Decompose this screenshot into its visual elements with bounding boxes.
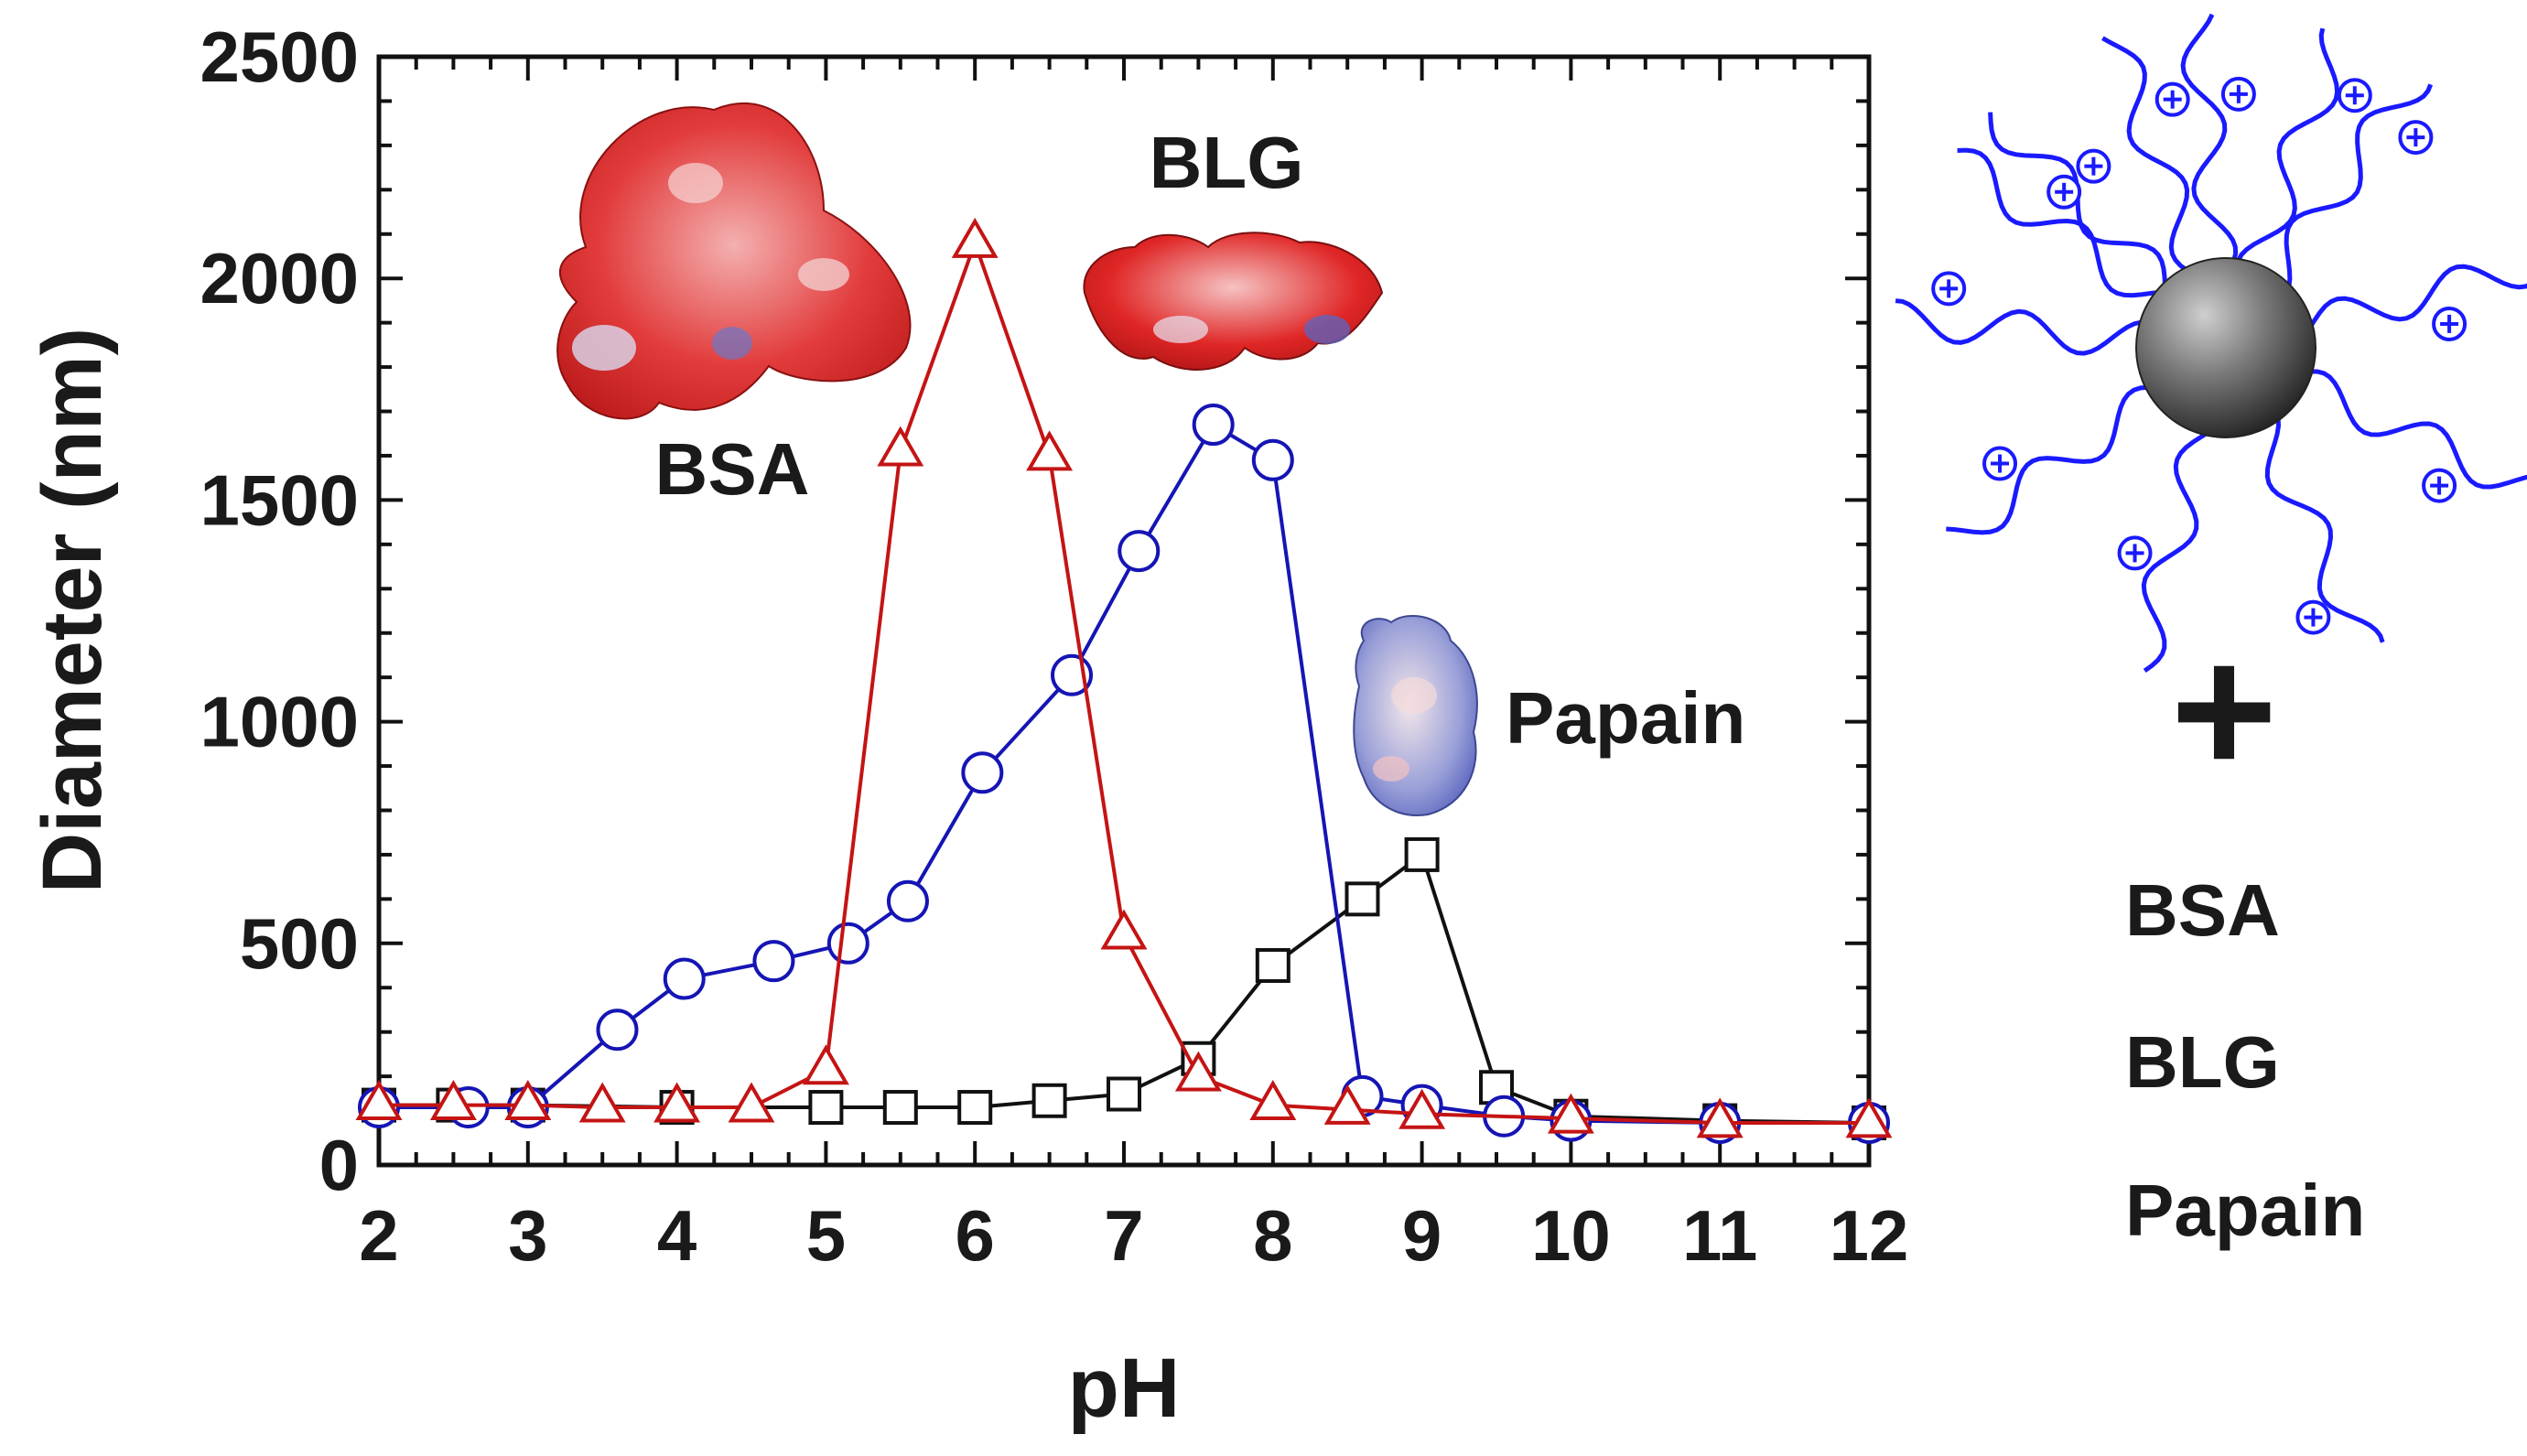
data-point-papain	[957, 1090, 993, 1126]
papain-protein-illustration	[1353, 614, 1478, 816]
y-tick-label: 1500	[200, 459, 359, 540]
data-point-bsa	[1026, 430, 1074, 471]
legend-item-blg: BLG	[2125, 1021, 2280, 1103]
data-point-blg	[1118, 530, 1161, 573]
positive-charge-icon	[2076, 148, 2111, 184]
data-point-bsa	[653, 1082, 701, 1123]
polymer-chain	[1957, 147, 2160, 298]
positive-charge-icon	[2422, 468, 2457, 503]
polymer-chain	[1895, 298, 2143, 356]
positive-charge-icon	[2117, 535, 2153, 571]
positive-charge-icon	[2432, 306, 2468, 341]
x-tick-label: 9	[1402, 1195, 1442, 1276]
y-tick-label: 0	[319, 1125, 359, 1205]
x-tick-label: 6	[956, 1195, 995, 1276]
polymer-chain	[1946, 384, 2149, 535]
legend-item-papain: Papain	[2125, 1170, 2365, 1251]
x-tick-label: 12	[1830, 1195, 1909, 1276]
series-layer	[355, 217, 1893, 1144]
data-point-bsa	[1547, 1093, 1594, 1134]
positive-charge-icon	[2046, 174, 2082, 210]
series-blg	[358, 404, 1890, 1144]
y-tick-label: 2500	[200, 16, 359, 97]
nanoparticle-core	[2135, 257, 2316, 438]
data-point-blg	[752, 940, 795, 983]
data-point-blg	[961, 751, 1004, 794]
data-point-bsa	[1100, 909, 1148, 950]
papain-annotation: Papain	[1506, 677, 1745, 759]
x-tick-label: 3	[508, 1195, 547, 1276]
data-point-papain	[1031, 1083, 1067, 1118]
x-tick-labels: 2 3 4 5 6 7 8 9 10 11 12	[359, 1195, 1908, 1276]
y-tick-labels: 0 500 1000 1500 2000 2500	[200, 16, 359, 1205]
polymer-chain	[2264, 417, 2385, 643]
data-point-papain	[1344, 881, 1380, 917]
nanoparticle-illustration	[1895, 13, 2527, 674]
polymer-chain	[2284, 83, 2434, 287]
y-tick-label: 2000	[200, 238, 359, 318]
data-point-blg	[596, 1008, 639, 1052]
data-point-blg	[826, 922, 869, 965]
data-point-bsa	[578, 1082, 626, 1123]
x-tick-label: 5	[806, 1195, 846, 1276]
bsa-protein-illustration	[556, 102, 912, 420]
series-bsa	[355, 217, 1893, 1138]
data-point-bsa	[1323, 1084, 1371, 1125]
positive-charge-icon	[2295, 599, 2331, 635]
positive-charge-icon	[2220, 76, 2256, 112]
data-point-bsa	[877, 426, 924, 467]
data-point-bsa	[429, 1080, 477, 1121]
legend-item-bsa: BSA	[2125, 869, 2280, 951]
x-tick-label: 2	[359, 1195, 398, 1276]
series-papain	[362, 836, 1886, 1140]
data-point-blg	[663, 957, 706, 1000]
plus-sign: +	[2171, 609, 2278, 813]
positive-charge-icon	[2337, 78, 2372, 113]
x-tick-label: 8	[1253, 1195, 1292, 1276]
data-point-blg	[1192, 404, 1235, 447]
data-point-bsa	[728, 1082, 775, 1123]
y-axis-title: Diameter (nm)	[26, 328, 119, 894]
polymer-chain	[2309, 369, 2527, 490]
polymer-chain	[2141, 430, 2210, 674]
positive-charge-icon	[1931, 271, 1967, 307]
y-tick-label: 1000	[200, 682, 359, 762]
data-point-papain	[1404, 836, 1440, 872]
data-point-bsa	[1398, 1088, 1446, 1129]
bsa-annotation: BSA	[655, 428, 810, 510]
data-point-papain	[882, 1090, 918, 1126]
y-tick-label: 500	[240, 903, 359, 984]
x-axis-title: pH	[1068, 1342, 1181, 1435]
data-point-blg	[1251, 438, 1294, 481]
data-point-bsa	[1174, 1051, 1222, 1092]
axis-ticks	[377, 55, 1871, 1167]
blg-annotation: BLG	[1150, 122, 1304, 203]
data-point-bsa	[802, 1044, 849, 1085]
blg-protein-illustration	[1083, 232, 1384, 371]
data-point-bsa	[1696, 1097, 1744, 1138]
x-tick-label: 7	[1104, 1195, 1143, 1276]
positive-charge-icon	[2154, 81, 2190, 117]
data-point-bsa	[951, 217, 999, 258]
x-tick-label: 10	[1531, 1195, 1611, 1276]
polymer-chain	[2236, 27, 2340, 263]
x-tick-label: 4	[657, 1195, 697, 1276]
polymer-chain	[2307, 264, 2527, 329]
data-point-papain	[1255, 948, 1290, 984]
data-point-bsa	[1845, 1097, 1893, 1138]
data-point-papain	[1107, 1076, 1141, 1112]
positive-charge-icon	[2398, 120, 2434, 156]
data-point-blg	[886, 879, 929, 922]
data-point-bsa	[355, 1080, 403, 1121]
data-point-bsa	[504, 1080, 552, 1121]
data-point-papain	[808, 1090, 844, 1126]
positive-charge-icon	[1982, 446, 2018, 481]
polymer-chain	[2101, 36, 2190, 273]
polymer-chain	[2180, 13, 2239, 262]
data-point-bsa	[1249, 1080, 1297, 1121]
x-tick-label: 11	[1682, 1195, 1757, 1276]
